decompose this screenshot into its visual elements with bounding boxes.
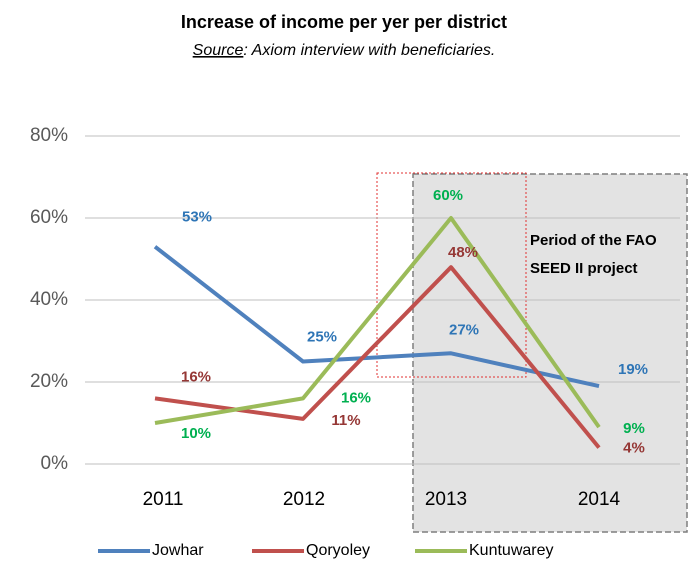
subtitle-source: Source [193, 42, 244, 59]
subtitle-text: : Axiom interview with beneficiaries. [243, 42, 495, 59]
data-label: 27% [449, 321, 479, 338]
y-tick-label: 80% [30, 125, 68, 146]
annotation: Period of the FAO [530, 232, 657, 249]
x-tick-label: 2011 [143, 489, 184, 510]
series-line [154, 265, 601, 449]
legend: Jowhar Qoryoley Kuntuwarey [98, 542, 554, 559]
data-label: 53% [182, 209, 212, 226]
series-line [153, 245, 600, 389]
legend-label: Kuntuwarey [469, 542, 554, 559]
data-label: 60% [433, 187, 463, 204]
legend-label: Qoryoley [306, 542, 370, 559]
lines [153, 216, 601, 449]
data-label: 48% [448, 244, 478, 261]
legend-label: Jowhar [152, 542, 204, 559]
data-label: 16% [341, 389, 371, 406]
data-label: 16% [181, 368, 211, 385]
grid: 0% 20% 40% 60% 80% 2011 2012 2013 2014 [30, 125, 680, 510]
data-label: 11% [331, 412, 360, 429]
y-tick-label: 20% [30, 371, 68, 392]
x-tick-label: 2013 [425, 489, 467, 510]
data-label: 9% [623, 420, 645, 437]
y-tick-label: 40% [30, 289, 68, 310]
x-tick-label: 2014 [578, 489, 621, 510]
chart-title: Increase of income per yer per district [181, 12, 507, 32]
data-label: 25% [307, 328, 337, 345]
series-line [154, 216, 601, 429]
y-tick-label: 60% [30, 207, 68, 228]
data-label: 4% [623, 440, 645, 457]
annotation: SEED II project [530, 260, 638, 277]
labels: 53% 25% 27% 19% 16% 11% 48% 4% 10% 16% 60% 9% [181, 187, 648, 457]
chart-subtitle: Source: Axiom interview with beneficiari… [193, 42, 496, 59]
data-label: 19% [618, 361, 648, 378]
data-label: 10% [181, 425, 211, 442]
highlight-box [376, 172, 527, 378]
x-tick-label: 2012 [283, 489, 325, 510]
y-tick-label: 0% [41, 453, 69, 474]
